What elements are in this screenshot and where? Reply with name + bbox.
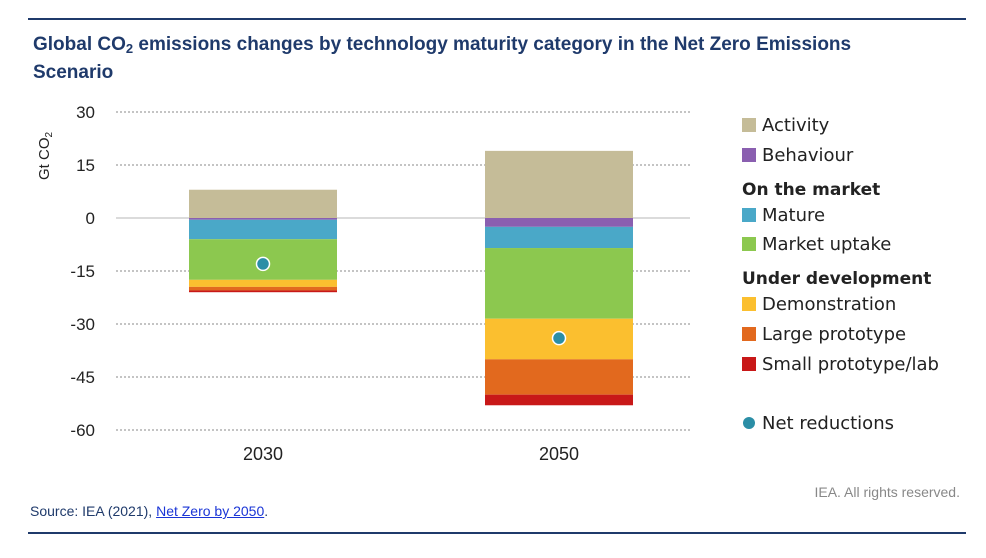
legend-swatch: [742, 297, 756, 311]
legend-label: Activity: [762, 115, 830, 136]
y-tick-label: 30: [76, 103, 95, 122]
legend-label: Mature: [762, 205, 825, 226]
bar-segment: [485, 150, 633, 218]
bar-segment: [189, 279, 337, 287]
bar-segment: [485, 394, 633, 406]
legend-swatch: [742, 148, 756, 162]
bar-segment: [189, 218, 337, 220]
y-tick-label: 15: [76, 156, 95, 175]
rights-notice: IEA. All rights reserved.: [814, 484, 960, 500]
y-tick-label: -60: [70, 421, 95, 440]
net-reduction-point: [551, 330, 567, 346]
y-axis-label: Gt CO2: [36, 131, 55, 180]
bar-segment: [189, 189, 337, 218]
source-note: Source: IEA (2021), Net Zero by 2050.: [30, 503, 268, 519]
bar-segment: [485, 248, 633, 319]
x-axis: 2030 2050: [243, 444, 579, 464]
legend-heading: On the market: [742, 180, 880, 200]
bar-segment: [485, 359, 633, 395]
y-tick-label: -45: [70, 368, 95, 387]
source-link[interactable]: Net Zero by 2050: [156, 503, 265, 519]
y-tick-label: -30: [70, 315, 95, 334]
y-axis: 30 15 0 -15 -30 -45 -60: [70, 103, 95, 440]
bottom-rule: [28, 532, 966, 534]
legend-label: Net reductions: [762, 413, 894, 434]
legend-heading: Under development: [742, 269, 931, 289]
net-reduction-markers: [255, 256, 567, 346]
x-tick-label: 2030: [243, 444, 283, 464]
legend-swatch: [742, 327, 756, 341]
top-rule: [28, 18, 966, 20]
legend-label: Behaviour: [762, 145, 854, 166]
y-tick-label: -15: [70, 262, 95, 281]
legend-label: Demonstration: [762, 294, 896, 315]
bar-segment: [189, 219, 337, 240]
legend-swatch: [742, 357, 756, 371]
y-tick-label: 0: [86, 209, 95, 228]
legend-label: Market uptake: [762, 234, 891, 255]
legend-swatch: [742, 237, 756, 251]
legend-label: Small prototype/lab: [762, 354, 939, 375]
bar-segment: [485, 218, 633, 227]
x-tick-label: 2050: [539, 444, 579, 464]
source-prefix: Source: IEA (2021),: [30, 503, 157, 519]
source-suffix: .: [264, 503, 269, 519]
legend-swatch: [742, 208, 756, 222]
legend-dot: [743, 417, 755, 429]
bars: [189, 150, 633, 406]
bar-segment: [485, 226, 633, 249]
legend-label: Large prototype: [762, 324, 906, 345]
bar-segment: [189, 290, 337, 293]
legend-swatch: [742, 118, 756, 132]
net-reduction-point: [255, 256, 271, 272]
bar-segment: [189, 286, 337, 291]
legend: Activity Behaviour On the market Mature Mark…: [742, 115, 939, 434]
chart-title: Global CO2 emissions changes by technolo…: [33, 34, 852, 83]
